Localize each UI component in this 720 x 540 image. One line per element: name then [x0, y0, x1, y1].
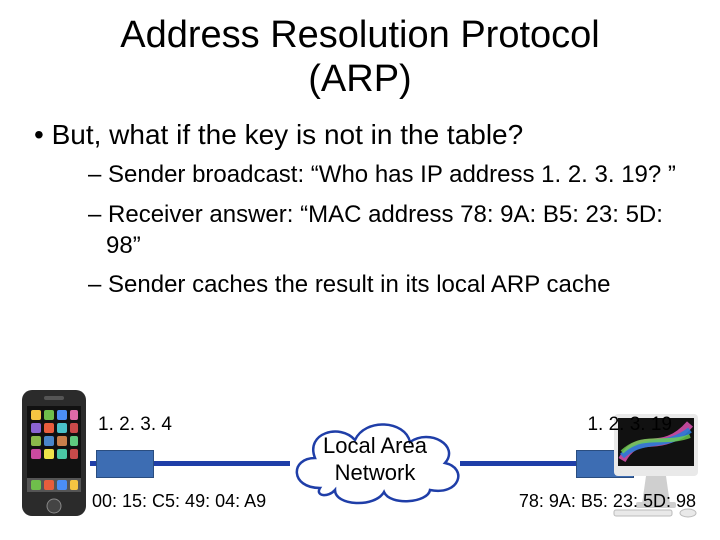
- right-mac-label: 78: 9A: B5: 23: 5D: 98: [519, 491, 696, 512]
- left-ip-label: 1. 2. 3. 4: [98, 414, 172, 436]
- sub-bullet-1: Sender broadcast: “Who has IP address 1.…: [88, 159, 690, 190]
- sub-bullets: Sender broadcast: “Who has IP address 1.…: [88, 159, 690, 300]
- right-ip-label: 1. 2. 3. 19: [587, 414, 672, 436]
- cloud-label: Local Area Network: [300, 433, 450, 486]
- network-diagram: Local Area Network 1. 2. 3. 4 00: 15: C5…: [0, 374, 720, 524]
- phone-icon: [18, 388, 90, 518]
- left-mac-label: 00: 15: C5: 49: 04: A9: [92, 491, 266, 512]
- title-line2: (ARP): [308, 58, 411, 100]
- sub-bullet-3: Sender caches the result in its local AR…: [88, 269, 690, 300]
- slide-title: Address Resolution Protocol (ARP): [0, 0, 720, 101]
- title-line1: Address Resolution Protocol: [120, 14, 599, 56]
- sub-bullet-2: Receiver answer: “MAC address 78: 9A: B5…: [88, 199, 690, 261]
- connector-left: [96, 450, 154, 478]
- main-bullet: But, what if the key is not in the table…: [34, 119, 720, 151]
